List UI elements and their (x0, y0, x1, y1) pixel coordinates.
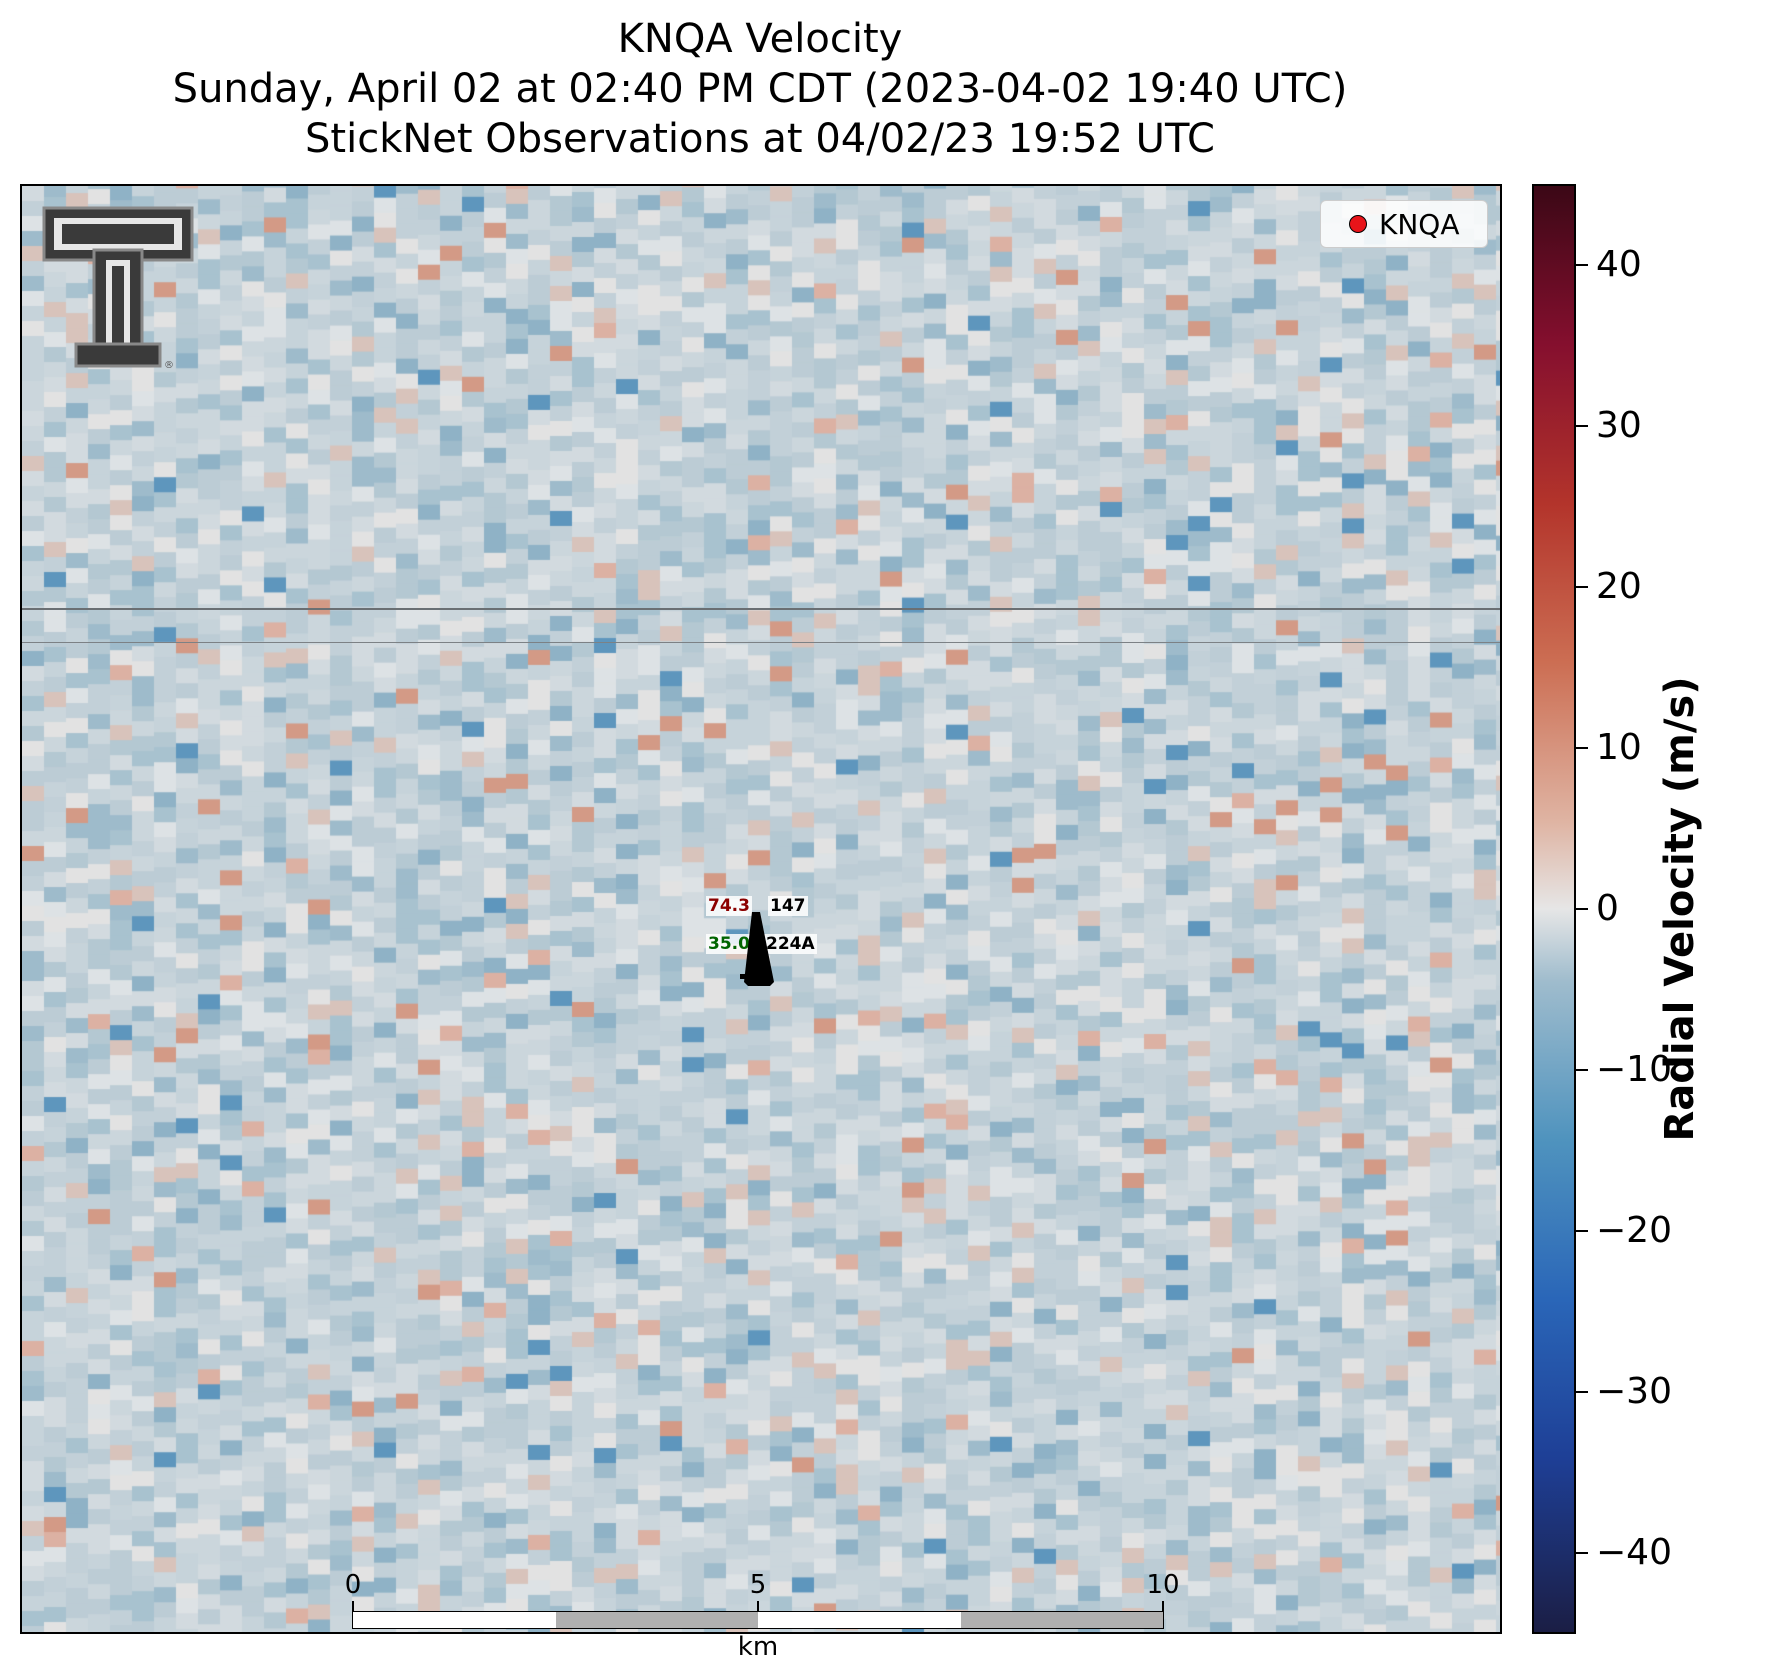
radar-marker-icon (1349, 215, 1367, 233)
station-id-bottom: 224A (764, 934, 817, 954)
station-temperature: 74.3 (706, 896, 752, 916)
colorbar-tick-label: 20 (1596, 565, 1642, 607)
colorbar-tick (1576, 1552, 1588, 1555)
colorbar-tick-label: −10 (1596, 1049, 1672, 1091)
map-title: KNQA Velocity (617, 16, 903, 62)
colorbar-title: Radial Velocity (m/s) (1657, 676, 1703, 1142)
colorbar-tick (1576, 746, 1588, 749)
legend-label: KNQA (1379, 207, 1460, 241)
colorbar-tick-label: 10 (1596, 726, 1642, 768)
colorbar-tick-label: −20 (1596, 1210, 1672, 1252)
colorbar-tick-label: 0 (1596, 888, 1619, 929)
scale-unit: km (737, 1632, 779, 1662)
colorbar-tick (1576, 1230, 1588, 1233)
scale-bar (352, 1611, 1164, 1629)
svg-text:®: ® (164, 360, 174, 371)
map-legend: KNQA (1320, 200, 1488, 248)
colorbar-tick-label: 40 (1596, 243, 1642, 285)
map-subtitle-observations: StickNet Observations at 04/02/23 19:52 … (305, 116, 1215, 162)
colorbar-tick (1576, 1391, 1588, 1394)
colorbar-tick (1576, 263, 1588, 266)
texas-tech-logo-icon: ® (42, 206, 194, 371)
radar-velocity-field (22, 186, 1500, 1632)
scale-label-10: 10 (1146, 1570, 1180, 1600)
colorbar-tick (1576, 1069, 1588, 1072)
colorbar-tick-label: 30 (1596, 404, 1642, 446)
wind-barb-icon (740, 912, 774, 986)
map-subtitle-time: Sunday, April 02 at 02:40 PM CDT (2023-0… (172, 66, 1348, 112)
county-boundary-line (22, 642, 1500, 643)
scale-label-5: 5 (749, 1570, 767, 1600)
station-dewpoint: 35.0 (706, 934, 752, 954)
colorbar-tick (1576, 424, 1588, 427)
station-id-top: 147 (768, 896, 808, 916)
colorbar-tick-label: −40 (1596, 1532, 1672, 1574)
velocity-colorbar (1532, 184, 1576, 1634)
colorbar-tick (1576, 585, 1588, 588)
scale-label-0: 0 (344, 1570, 362, 1600)
colorbar-tick-label: −30 (1596, 1371, 1672, 1413)
colorbar-tick (1576, 908, 1588, 910)
radar-map[interactable] (20, 184, 1502, 1634)
county-boundary-line (22, 608, 1500, 610)
